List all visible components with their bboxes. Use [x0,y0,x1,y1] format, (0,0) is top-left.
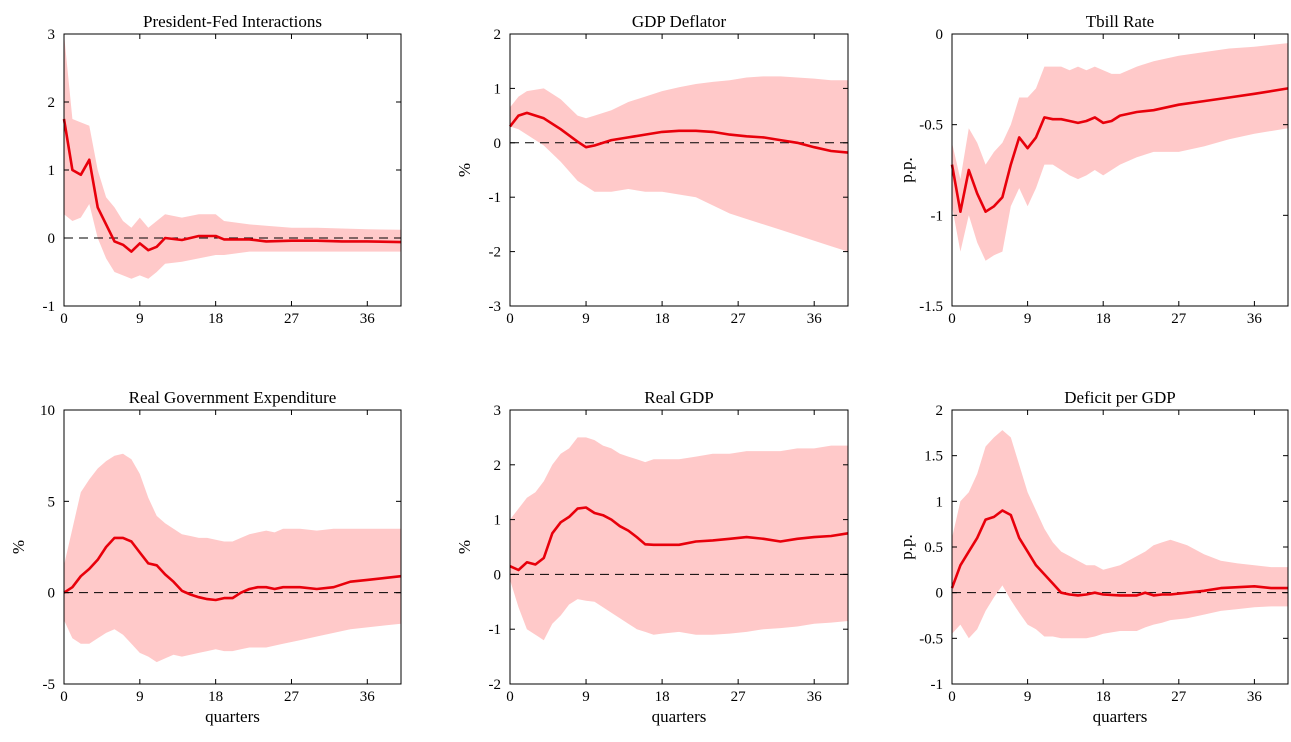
median-line [62,118,402,253]
confidence-band [64,453,401,663]
y-tick-label: 3 [48,27,56,43]
y-tick-label: 0 [936,27,944,43]
panel-title: Real GDP [644,388,713,407]
x-tick-label: 36 [807,689,823,705]
y-tick-label: 2 [48,95,56,111]
y-tick-label: 2 [494,458,502,474]
x-tick-label: 9 [582,689,590,705]
y-tick-label: -3 [489,299,502,315]
panel-6: 0 9 18 27 36 -1 -0.5 0 0.5 1 1.5 2 Deficit per GDP p.… [897,388,1289,726]
y-tick-label: 0 [494,567,502,583]
y-tick-label: 3 [494,403,502,419]
x-tick-label: 36 [1247,689,1263,705]
y-tick-label: 10 [40,403,55,419]
x-tick-label: 18 [655,689,670,705]
median-line [950,509,1288,597]
y-tick-label: -0.5 [919,631,943,647]
x-tick-label: 36 [1247,311,1263,327]
x-tick-label: 18 [1096,689,1111,705]
y-tick-label: -5 [43,677,56,693]
y-tick-label: -0.5 [919,118,943,134]
x-tick-label: 36 [360,689,376,705]
x-tick-label: 9 [1024,689,1032,705]
confidence-band [510,76,848,252]
panel-title: Tbill Rate [1086,12,1154,31]
x-tick-label: 27 [284,311,300,327]
y-tick-label: -2 [489,677,502,693]
axes-box [63,409,402,685]
y-axis-label: p.p. [897,157,916,183]
confidence-band [952,430,1288,639]
x-tick-label: 36 [360,311,376,327]
x-tick-label: 9 [136,311,144,327]
y-tick-label: 1 [936,494,944,510]
y-axis-label: p.p. [897,534,916,560]
panel-title: Real Government Expenditure [129,388,337,407]
y-tick-label: 2 [936,403,944,419]
x-tick-label: 18 [208,689,223,705]
x-tick-label: 0 [506,689,514,705]
y-tick-label: 2 [494,27,502,43]
y-tick-label: 1 [494,81,502,97]
axes-box [509,33,849,307]
y-tick-label: 0 [48,231,56,247]
y-tick-label: 0 [48,586,56,602]
y-tick-label: -1.5 [919,299,943,315]
y-tick-label: 1.5 [924,449,943,465]
x-tick-label: 0 [60,311,68,327]
y-tick-label: 0 [494,136,502,152]
median-line [950,87,1289,213]
panel-5: 0 9 18 27 36 -2 -1 0 1 2 3 Real GDP% quarters [455,388,849,726]
x-axis-label: quarters [1093,707,1148,726]
x-tick-label: 18 [208,311,223,327]
y-tick-label: -1 [931,677,944,693]
x-tick-label: 0 [60,689,68,705]
x-tick-label: 27 [731,311,747,327]
y-axis-label: % [9,540,28,554]
panel-title: Deficit per GDP [1064,388,1175,407]
y-tick-label: -1 [489,622,502,638]
y-tick-label: 0 [936,586,944,602]
y-tick-label: 1 [494,513,502,529]
x-tick-label: 9 [582,311,590,327]
panel-2: 0 9 18 27 36 -3 -2 -1 0 1 2 GDP Deflator% [455,12,849,327]
x-tick-label: 0 [948,311,956,327]
panel-title: President-Fed Interactions [143,12,322,31]
x-tick-label: 0 [948,689,956,705]
median-line [509,506,849,572]
y-tick-label: -2 [489,245,502,261]
y-tick-label: -1 [489,190,502,206]
median-line [63,536,402,602]
confidence-band [64,34,401,279]
x-axis-label: quarters [205,707,260,726]
y-tick-label: 5 [48,494,56,510]
panel-3: 0 9 18 27 36 -1.5 -1 -0.5 0 Tbill Rate p.p. [897,12,1289,327]
x-tick-label: 9 [1024,311,1032,327]
y-tick-label: -1 [43,299,56,315]
x-tick-label: 36 [807,311,823,327]
x-tick-label: 27 [731,689,747,705]
x-tick-label: 9 [136,689,144,705]
y-axis-label: % [455,540,474,554]
x-tick-label: 18 [655,311,670,327]
x-tick-label: 18 [1096,311,1111,327]
axes-box [951,33,1289,307]
y-tick-label: -1 [931,208,944,224]
median-line [508,111,849,154]
x-tick-label: 27 [1171,311,1187,327]
x-tick-label: 0 [506,311,514,327]
panel-title: GDP Deflator [632,12,727,31]
x-tick-label: 27 [284,689,300,705]
y-tick-label: 1 [48,163,56,179]
y-tick-label: 0.5 [924,540,943,556]
axes-box [509,409,849,685]
y-axis-label: % [455,163,474,177]
x-axis-label: quarters [652,707,707,726]
confidence-band [952,43,1288,261]
confidence-band [510,437,848,641]
x-tick-label: 27 [1171,689,1187,705]
